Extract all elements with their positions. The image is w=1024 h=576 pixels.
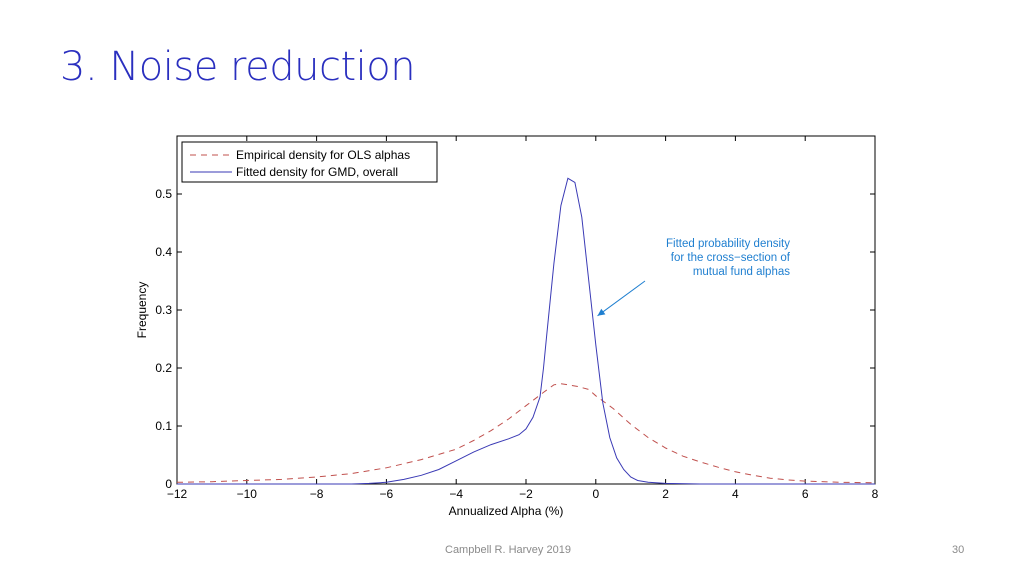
y-tick-label: 0.1 <box>155 419 172 433</box>
x-tick-label: −6 <box>380 487 394 501</box>
legend-label: Fitted density for GMD, overall <box>236 165 398 179</box>
x-tick-label: −10 <box>237 487 258 501</box>
footer-author: Campbell R. Harvey 2019 <box>445 544 571 556</box>
y-axis-label: Frequency <box>135 282 149 339</box>
x-tick-label: −4 <box>449 487 463 501</box>
x-axis-label: Annualized Alpha (%) <box>449 504 564 518</box>
axes-frame <box>176 135 876 485</box>
x-tick-label: 2 <box>662 487 669 501</box>
page-number: 30 <box>952 544 965 556</box>
y-tick-label: 0.3 <box>155 303 172 317</box>
x-tick-label: −12 <box>167 487 188 501</box>
y-tick-label: 0.5 <box>155 187 172 201</box>
x-tick-label: 6 <box>802 487 809 501</box>
annotation-text: for the cross−section of <box>671 252 791 264</box>
x-tick-label: −2 <box>519 487 533 501</box>
x-tick-label: 8 <box>872 487 879 501</box>
plot-area: −12 −10 −8 −6 −4 −2 0 2 4 6 8 0 0.1 0.2 0.3 0.4 0.5 Annua… <box>135 135 879 518</box>
annotation-arrow-head <box>597 308 606 316</box>
x-tick-label: 4 <box>732 487 739 501</box>
annotation-arrow-shaft <box>597 280 646 317</box>
legend-label: Empirical density for OLS alphas <box>236 148 410 162</box>
y-tick-label: 0 <box>165 477 172 491</box>
annotation-text: mutual fund alphas <box>693 266 790 278</box>
fitted-density-line <box>177 177 875 485</box>
slide-title: 3. Noise reduction <box>60 44 416 90</box>
legend-box <box>181 141 438 183</box>
x-tick-label: −8 <box>310 487 324 501</box>
annotation-text: Fitted probability density <box>666 238 790 250</box>
y-tick-label: 0.2 <box>155 361 172 375</box>
y-tick-label: 0.4 <box>155 245 172 259</box>
x-tick-label: 0 <box>592 487 599 501</box>
empirical-density-line <box>176 383 876 484</box>
